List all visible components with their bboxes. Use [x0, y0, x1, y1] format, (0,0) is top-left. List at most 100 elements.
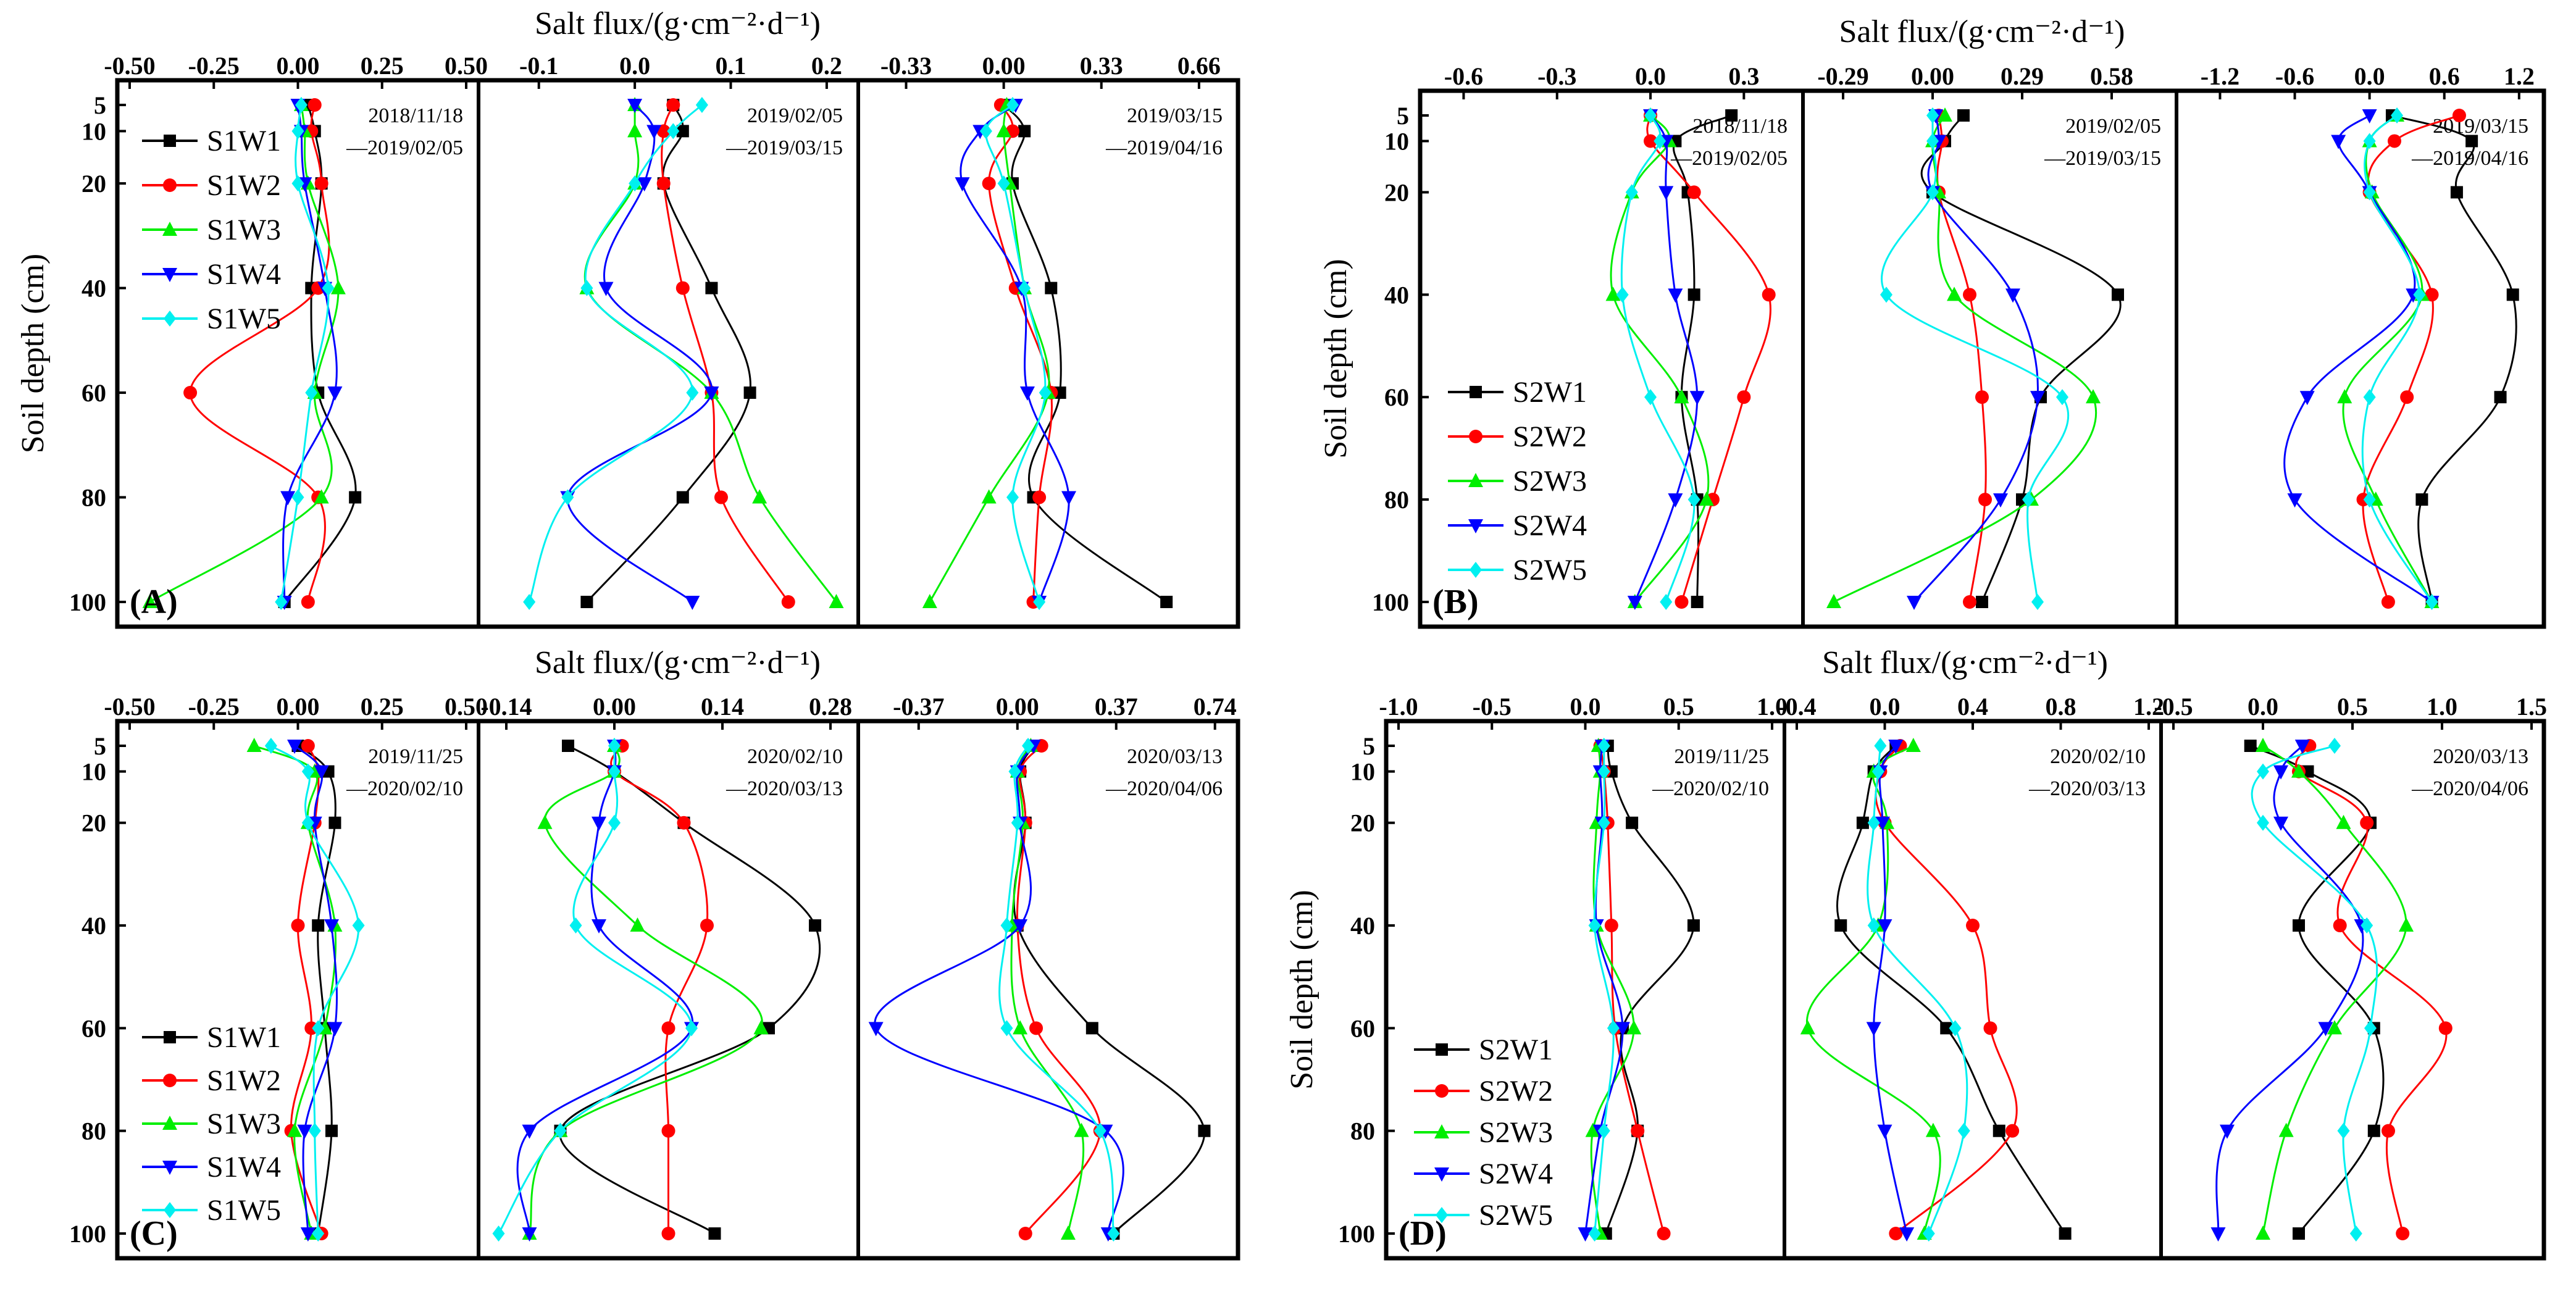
data-point-s2w1: [2244, 740, 2257, 752]
y-tick-label: 40: [82, 912, 106, 940]
x-tick-label: 0.66: [1177, 52, 1221, 80]
data-point-s2w5: [1616, 286, 1629, 303]
data-point-s1w2: [183, 386, 198, 400]
series-line-s2w1: [1605, 745, 1695, 1234]
data-point-s2w2: [1644, 134, 1658, 148]
period-end-label: —2020/04/06: [2411, 777, 2528, 800]
data-point-s2w1: [1687, 288, 1700, 301]
data-point-s1w4: [280, 491, 296, 506]
data-point-s2w5: [2363, 184, 2376, 201]
data-point-s2w4: [2299, 391, 2315, 406]
data-point-s1w5: [608, 814, 621, 831]
data-point-s1w5: [608, 738, 621, 754]
data-point-s1w5: [305, 385, 318, 401]
x-tick-label: 0.00: [277, 693, 320, 720]
data-point-s2w5: [1644, 389, 1657, 406]
period-start-label: 2019/03/15: [2433, 115, 2528, 138]
data-point-s2w1: [2293, 1227, 2305, 1240]
data-point-s1w4: [685, 596, 700, 610]
legend-label: S1W1: [207, 125, 281, 157]
legend-marker: [164, 311, 176, 327]
data-point-s1w1: [325, 1124, 338, 1137]
data-point-s1w5: [523, 594, 536, 610]
legend-marker: [164, 1031, 176, 1043]
x-tick-label: 0.28: [809, 693, 852, 720]
data-point-s2w1: [2367, 1124, 2380, 1137]
series-line-s1w5: [528, 104, 703, 603]
data-point-s2w4: [2294, 740, 2310, 754]
x-tick-label: -0.14: [480, 693, 532, 720]
x-tick-label: 0.14: [701, 693, 744, 720]
data-point-s1w1: [1045, 282, 1058, 294]
legend-label: S1W3: [207, 214, 281, 246]
data-point-s2w4: [2318, 1022, 2333, 1037]
data-point-s1w2: [700, 919, 714, 933]
y-tick-label: 10: [82, 117, 106, 145]
legend-marker: [1469, 430, 1482, 443]
data-point-s2w5: [2328, 738, 2341, 754]
series-line-s2w5: [1881, 115, 2070, 603]
x-tick-label: -0.1: [519, 52, 558, 80]
data-point-s2w5: [1660, 594, 1673, 610]
y-axis-title: Soil depth (cm): [1318, 259, 1353, 459]
y-tick-label: 5: [1363, 732, 1375, 760]
data-point-s2w4: [1866, 1022, 1881, 1037]
x-tick-label: 0.0: [1870, 693, 1901, 720]
data-point-s1w1: [328, 816, 341, 829]
x-tick-label: 0.8: [2046, 693, 2076, 720]
data-point-s2w4: [1877, 919, 1892, 934]
data-point-s1w5: [1022, 738, 1035, 754]
series-line-s2w2: [1875, 745, 2018, 1235]
data-point-s1w2: [301, 595, 315, 609]
data-point-s2w4: [1888, 740, 1904, 754]
panel-b: Salt flux/(g·cm⁻²·d⁻¹)Soil depth (cm)510…: [1318, 14, 2546, 629]
data-point-s1w2: [307, 98, 322, 112]
data-point-s1w5: [301, 763, 314, 780]
period-end-label: —2020/04/06: [1105, 777, 1223, 800]
x-tick-label: 0.0: [619, 52, 650, 80]
data-point-s2w2: [1631, 1124, 1645, 1138]
data-point-s1w4: [646, 125, 662, 140]
x-axis-title: Salt flux/(g·cm⁻²·d⁻¹): [535, 6, 821, 41]
legend-label: S2W1: [1513, 376, 1587, 409]
data-point-s2w4: [1668, 493, 1683, 508]
data-point-s2w5: [2425, 594, 2438, 610]
legend-label: S2W5: [1479, 1199, 1553, 1232]
data-point-s1w1: [743, 386, 756, 399]
data-point-s2w2: [1675, 595, 1689, 609]
data-point-s1w4: [955, 177, 970, 192]
legend-marker: [162, 1116, 177, 1130]
data-point-s1w1: [809, 919, 821, 932]
data-point-s2w2: [2452, 109, 2466, 122]
data-point-s1w3: [537, 814, 553, 829]
x-tick-label: 1.0: [1757, 693, 1788, 720]
data-point-s1w4: [287, 740, 303, 754]
data-point-s2w5: [1607, 1020, 1620, 1037]
data-point-s2w5: [2363, 491, 2376, 508]
x-tick-label: 0.00: [982, 52, 1026, 80]
data-point-s2w5: [1880, 286, 1892, 303]
y-tick-label: 40: [1350, 912, 1375, 940]
period-start-label: 2019/02/05: [2065, 115, 2161, 138]
data-point-s2w4: [2210, 1227, 2226, 1242]
legend-label: S2W5: [1513, 554, 1587, 587]
data-point-s2w3: [2336, 814, 2351, 829]
x-tick-label: 0.25: [361, 693, 404, 720]
panel-d: Salt flux/(g·cm⁻²·d⁻¹)Soil depth (cm)510…: [1284, 645, 2547, 1261]
data-point-s2w4: [1689, 391, 1705, 406]
data-point-s2w4: [1627, 596, 1642, 610]
y-tick-label: 100: [1338, 1220, 1375, 1248]
data-point-s1w1: [1018, 125, 1031, 138]
data-point-s1w1: [580, 596, 593, 608]
data-point-s1w4: [704, 386, 719, 401]
x-tick-label: 0.6: [2429, 62, 2460, 90]
data-point-s1w5: [979, 123, 992, 140]
x-tick-label: 0.37: [1095, 693, 1138, 720]
data-point-s1w5: [685, 1020, 698, 1037]
data-point-s2w5: [1625, 184, 1638, 201]
data-point-s1w5: [1000, 1020, 1013, 1037]
data-point-s2w4: [1658, 186, 1674, 201]
legend-marker: [162, 268, 177, 282]
x-axis-title: Salt flux/(g·cm⁻²·d⁻¹): [1839, 14, 2125, 49]
